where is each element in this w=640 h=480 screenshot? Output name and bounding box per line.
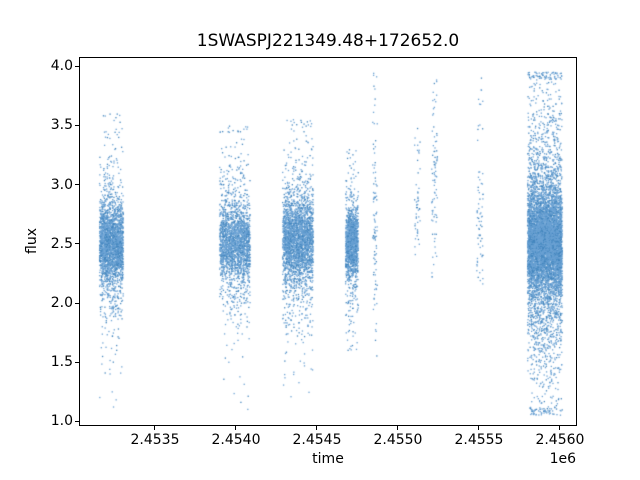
y-tick-label: 3.5 [50, 117, 73, 134]
x-tick-mark [397, 426, 399, 430]
y-tick-label: 3.0 [50, 176, 73, 193]
x-tick-mark [154, 426, 156, 430]
x-axis-label: time [312, 451, 344, 467]
plot-area [79, 57, 577, 426]
x-tick-label: 2.4550 [373, 432, 423, 448]
x-tick-label: 2.4560 [535, 432, 585, 448]
y-tick-mark [75, 420, 79, 422]
x-tick-label: 2.4545 [292, 432, 342, 448]
chart-title: 1SWASPJ221349.48+172652.0 [196, 31, 460, 51]
y-tick-mark [75, 302, 79, 304]
x-tick-label: 2.4540 [211, 432, 261, 448]
x-tick-mark [559, 426, 561, 430]
y-tick-mark [75, 243, 79, 245]
y-tick-mark [75, 361, 79, 363]
y-tick-label: 2.5 [50, 235, 73, 252]
y-tick-label: 4.0 [50, 58, 73, 75]
x-tick-mark [478, 426, 480, 430]
x-tick-label: 2.4555 [454, 432, 504, 448]
scatter-canvas [80, 58, 576, 425]
x-tick-mark [235, 426, 237, 430]
y-tick-label: 1.0 [50, 413, 73, 430]
y-axis-label: flux [24, 228, 40, 254]
y-tick-label: 2.0 [50, 295, 73, 312]
y-tick-mark [75, 65, 79, 67]
y-tick-mark [75, 124, 79, 126]
x-tick-label: 2.4535 [130, 432, 180, 448]
x-tick-mark [316, 426, 318, 430]
y-tick-mark [75, 184, 79, 186]
x-axis-offset-label: 1e6 [549, 451, 576, 467]
y-tick-label: 1.5 [50, 354, 73, 371]
